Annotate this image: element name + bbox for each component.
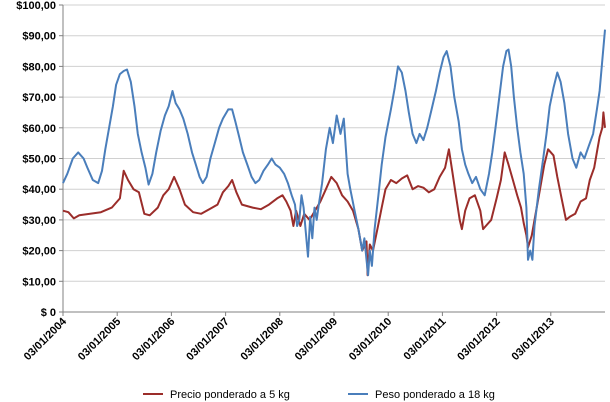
y-tick-label: $40,00: [22, 184, 56, 196]
series-line-1: [62, 29, 606, 277]
y-tick-label: $100,00: [16, 0, 56, 12]
y-tick-label: $30,00: [22, 215, 56, 227]
y-tick-label: $60,00: [22, 123, 56, 135]
y-tick-label: $20,00: [22, 246, 56, 258]
y-tick-label: $90,00: [22, 31, 56, 43]
y-tick-label: $ 0: [41, 307, 56, 319]
y-tick-label: $80,00: [22, 61, 56, 73]
y-axis: $ 0 $10,00 $20,00 $30,00 $40,00 $50,00 $60,00 $…: [16, 0, 64, 319]
y-tick-label: $10,00: [22, 276, 56, 288]
series-layer: [62, 29, 606, 277]
y-tick-label: $70,00: [22, 92, 56, 104]
legend-label-precio: Precio ponderado a 5 kg: [170, 389, 290, 401]
y-tick-label: $50,00: [22, 154, 56, 166]
legend: Precio ponderado a 5 kg Peso ponderado a…: [143, 389, 495, 401]
legend-label-peso: Peso ponderado a 18 kg: [375, 389, 495, 401]
